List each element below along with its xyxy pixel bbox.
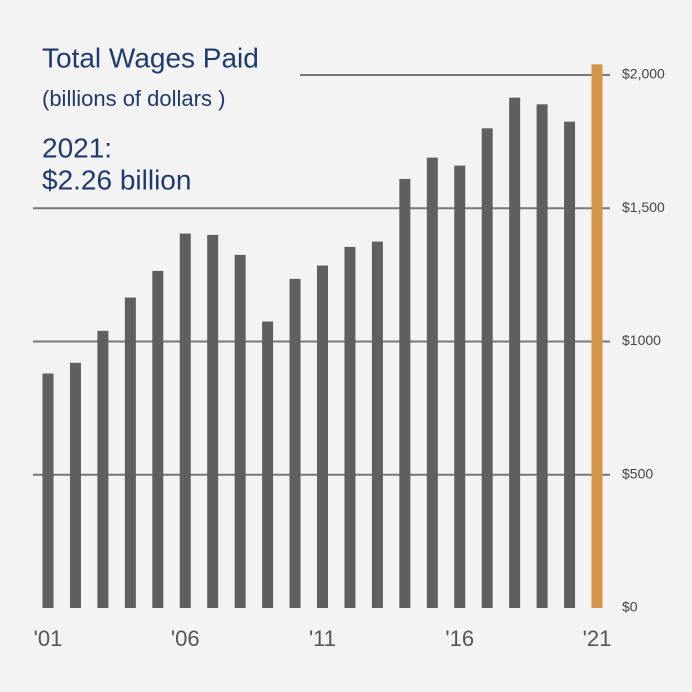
bar (124, 297, 136, 608)
bar (289, 278, 301, 608)
bar (454, 165, 466, 609)
bar (509, 97, 521, 608)
bar (234, 254, 246, 608)
bar (344, 246, 356, 608)
bar (42, 373, 54, 608)
annotation: 2021: (42, 132, 112, 163)
chart-title: Total Wages Paid (42, 42, 259, 73)
y-tick-label: $1,500 (622, 199, 665, 215)
bar (97, 330, 109, 608)
chart-subtitle: (billions of dollars ) (42, 86, 225, 111)
y-tick-label: $2,000 (622, 66, 665, 82)
y-tick-label: $0 (622, 599, 638, 615)
x-tick-label: '01 (34, 626, 63, 651)
bar (481, 128, 493, 609)
x-tick-label: '16 (445, 626, 474, 651)
bar (399, 178, 411, 608)
bar (371, 241, 383, 608)
annotation: $2.26 billion (42, 164, 191, 195)
bar (317, 265, 328, 608)
x-tick-label: '06 (171, 626, 200, 651)
bar (536, 104, 548, 608)
bar (591, 64, 603, 609)
bar (152, 270, 164, 608)
bar (69, 362, 81, 608)
x-tick-label: '11 (309, 626, 336, 651)
bar (262, 321, 274, 608)
y-tick-label: $500 (622, 465, 653, 481)
bar (179, 233, 191, 608)
bar (426, 157, 438, 609)
y-tick-label: $1000 (622, 332, 661, 348)
x-tick-label: '21 (583, 626, 612, 651)
bar (564, 121, 576, 608)
bar (207, 234, 219, 608)
